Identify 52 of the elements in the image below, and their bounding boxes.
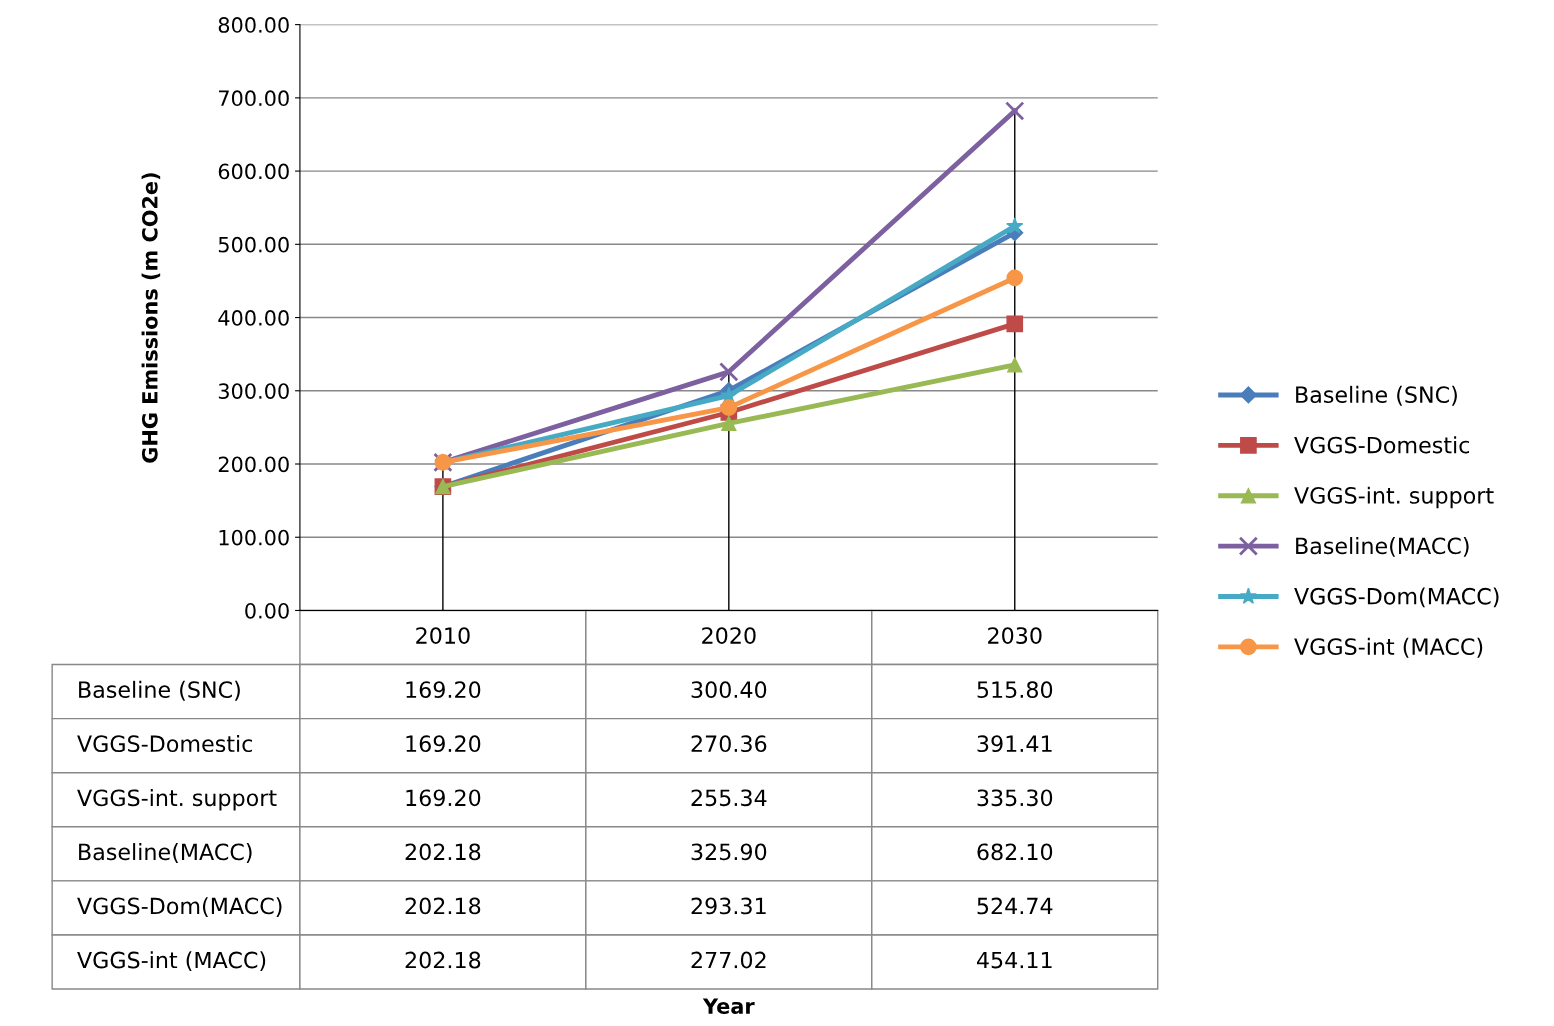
data-label: 293.31 (691, 897, 766, 915)
text: Baseline (SNC) (79, 680, 240, 701)
y-tick-label: 400.00 (218, 310, 289, 326)
data-label: 515.80 (977, 681, 1053, 699)
y-tick-label: 0.00 (245, 602, 289, 619)
point (1006, 315, 1024, 333)
y-tick-label: 500.00 (218, 236, 289, 253)
x-tick-label: 2020 (702, 627, 756, 644)
point (720, 399, 738, 416)
text: VGGS-Dom(MACC) (77, 897, 282, 917)
text: VGGS-int (MACC) (77, 951, 266, 972)
point (1006, 269, 1024, 287)
data-label: 300.40 (691, 681, 767, 699)
data-label: 524.74 (977, 897, 1053, 915)
point (1006, 217, 1024, 234)
data-label: 202.18 (405, 951, 481, 969)
y-tick-label: 100.00 (219, 529, 289, 546)
legend-label: VGGS-int. support (1294, 486, 1494, 509)
data-label: 682.10 (977, 843, 1053, 861)
x-tick-label: 2030 (988, 627, 1042, 644)
data-label: 169.20 (406, 735, 481, 753)
y-tick-label: 600.00 (218, 163, 289, 180)
data-label: 202.18 (405, 843, 481, 861)
data-label: 277.02 (691, 951, 766, 969)
point (721, 415, 737, 432)
data-label: 270.36 (691, 735, 767, 753)
y-tick-label: 700.00 (219, 90, 289, 107)
legend-label: Baseline(MACC) (1296, 537, 1469, 557)
x-tick-label: 2010 (416, 627, 470, 644)
data-label: 391.41 (977, 735, 1052, 753)
data-label: 169.20 (406, 789, 481, 807)
data-label: 255.34 (691, 789, 767, 807)
text: Year (702, 998, 755, 1014)
point (1007, 357, 1023, 373)
point (1005, 101, 1025, 121)
text: Baseline(MACC) (79, 843, 252, 863)
y-tick-label: 800.00 (218, 17, 289, 33)
legend-label: VGGS-Dom(MACC) (1294, 587, 1499, 608)
point (719, 362, 739, 382)
data-label: 202.18 (405, 897, 481, 915)
text: VGGS-Domestic (77, 734, 253, 753)
legend-label: Baseline (SNC) (1296, 385, 1457, 406)
data-label: 169.20 (406, 681, 481, 699)
y-tick-label: 300.00 (218, 383, 289, 399)
text: VGGS-int. support (77, 788, 277, 811)
y-axis-title: GHG Emissions (m CO2e) (141, 173, 161, 463)
data-label: 335.30 (977, 789, 1053, 807)
legend-label: VGGS-int (MACC) (1294, 637, 1483, 658)
data-label: 454.11 (976, 951, 1052, 969)
legend-label: VGGS-Domestic (1294, 436, 1470, 454)
data-label: 325.90 (691, 843, 767, 861)
y-tick-label: 200.00 (218, 456, 289, 473)
